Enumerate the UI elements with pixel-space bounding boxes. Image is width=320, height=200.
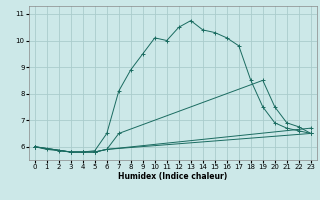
X-axis label: Humidex (Indice chaleur): Humidex (Indice chaleur) xyxy=(118,172,228,181)
